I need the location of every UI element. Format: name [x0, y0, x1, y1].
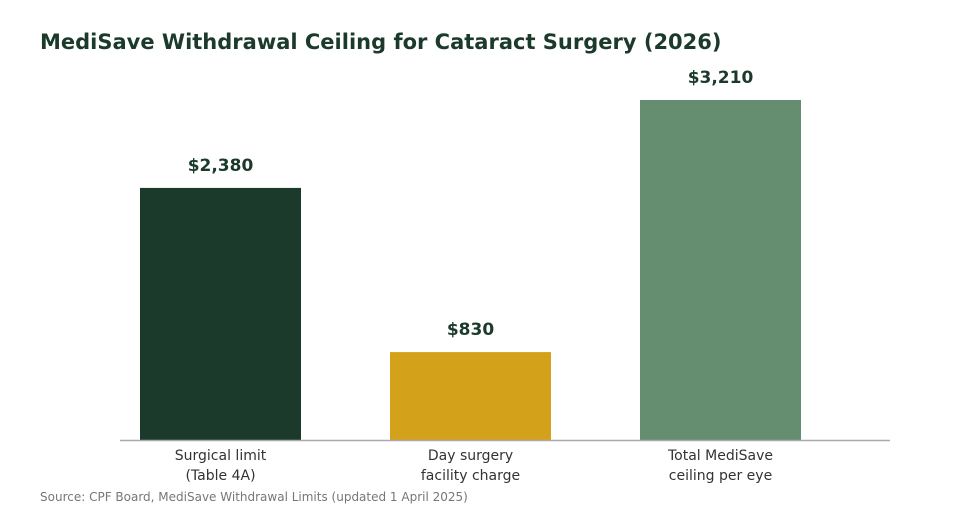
category-label-line: ceiling per eye [669, 468, 772, 484]
category-label-0: Surgical limit (Table 4A) [175, 448, 267, 484]
value-label-0: $2,380 [188, 156, 254, 176]
value-label-1: $830 [447, 320, 494, 340]
category-labels-layer: Surgical limit (Table 4A) Day surgery facil… [175, 448, 773, 484]
value-labels-layer: $2,380 $830 $3,210 [188, 68, 754, 340]
category-label-line: Surgical limit [175, 448, 267, 464]
source-note: Source: CPF Board, MediSave Withdrawal L… [40, 490, 468, 504]
bars-layer [140, 100, 801, 440]
value-label-2: $3,210 [688, 68, 754, 88]
category-label-line: Total MediSave [667, 448, 773, 464]
category-label-2: Total MediSave ceiling per eye [667, 448, 773, 484]
category-label-line: facility charge [421, 468, 520, 484]
bar-1 [390, 352, 551, 440]
bar-0 [140, 187, 301, 440]
bar-2 [640, 100, 801, 440]
category-label-1: Day surgery facility charge [421, 448, 520, 484]
chart-title: MediSave Withdrawal Ceiling for Cataract… [40, 30, 722, 54]
category-label-line: (Table 4A) [185, 468, 255, 484]
category-label-line: Day surgery [428, 448, 513, 464]
